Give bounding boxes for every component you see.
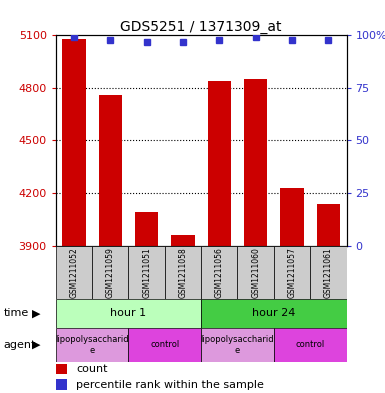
- Bar: [274, 328, 346, 362]
- Text: GSM1211057: GSM1211057: [288, 247, 296, 298]
- Bar: [135, 212, 159, 246]
- Bar: [99, 95, 122, 246]
- Text: lipopolysaccharid
e: lipopolysaccharid e: [201, 335, 274, 354]
- Bar: [171, 235, 195, 246]
- Bar: [62, 39, 86, 246]
- Text: ▶: ▶: [32, 340, 41, 350]
- Text: percentile rank within the sample: percentile rank within the sample: [76, 380, 264, 389]
- Bar: [92, 246, 129, 299]
- Bar: [280, 188, 304, 246]
- Text: time: time: [4, 309, 29, 318]
- Bar: [238, 246, 274, 299]
- Bar: [129, 246, 165, 299]
- Text: hour 1: hour 1: [110, 309, 147, 318]
- Bar: [208, 81, 231, 246]
- Bar: [56, 364, 67, 374]
- Bar: [244, 79, 268, 246]
- Bar: [201, 299, 346, 328]
- Text: GSM1211061: GSM1211061: [324, 247, 333, 298]
- Bar: [56, 299, 201, 328]
- Text: control: control: [150, 340, 179, 349]
- Text: GSM1211056: GSM1211056: [215, 247, 224, 298]
- Title: GDS5251 / 1371309_at: GDS5251 / 1371309_at: [121, 20, 282, 34]
- Text: control: control: [296, 340, 325, 349]
- Text: ▶: ▶: [32, 309, 41, 318]
- Bar: [201, 246, 238, 299]
- Bar: [129, 328, 201, 362]
- Bar: [56, 246, 92, 299]
- Text: count: count: [76, 364, 108, 374]
- Bar: [165, 246, 201, 299]
- Bar: [56, 379, 67, 389]
- Text: lipopolysaccharid
e: lipopolysaccharid e: [55, 335, 129, 354]
- Bar: [316, 204, 340, 246]
- Text: GSM1211058: GSM1211058: [179, 247, 187, 298]
- Text: GSM1211051: GSM1211051: [142, 247, 151, 298]
- Bar: [274, 246, 310, 299]
- Text: GSM1211052: GSM1211052: [69, 247, 79, 298]
- Text: GSM1211059: GSM1211059: [106, 247, 115, 298]
- Bar: [201, 328, 274, 362]
- Bar: [56, 328, 129, 362]
- Text: GSM1211060: GSM1211060: [251, 247, 260, 298]
- Bar: [310, 246, 346, 299]
- Text: hour 24: hour 24: [252, 309, 296, 318]
- Text: agent: agent: [4, 340, 36, 350]
